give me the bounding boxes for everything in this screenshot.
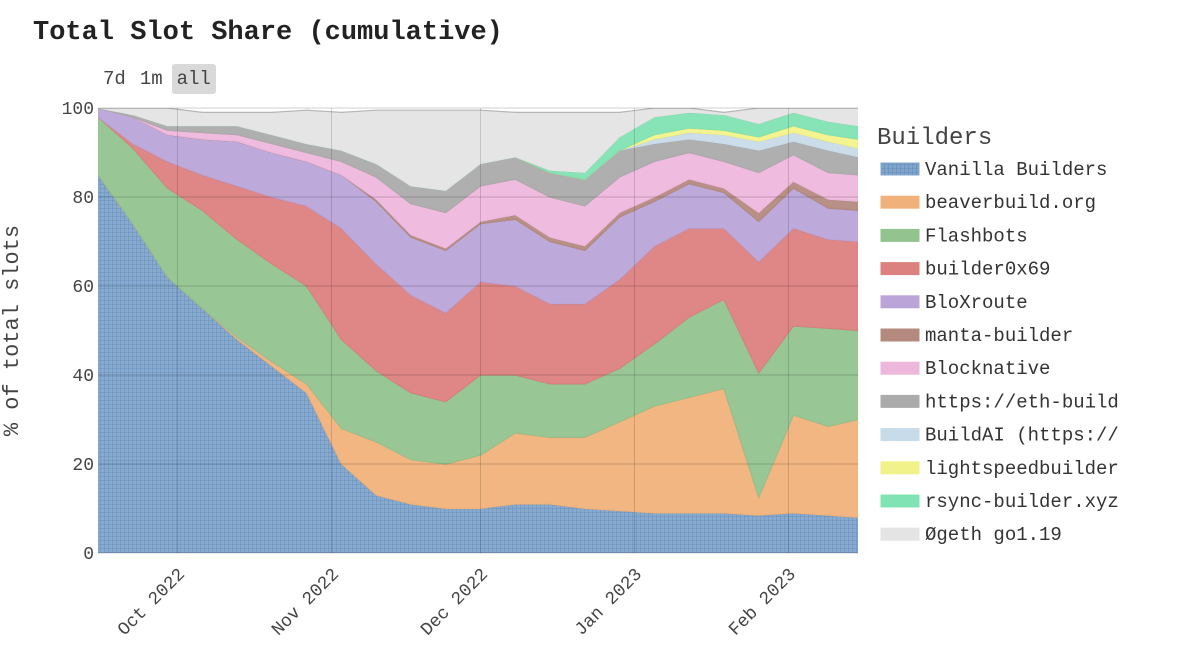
legend-swatch-rsync-builder-xyz [880, 494, 920, 508]
x-tick-label-nov-2022: Nov 2022 [268, 565, 343, 640]
legend-item-rsync-builder-xyz: rsync-builder.xyz [880, 491, 1119, 513]
legend-item-bloxroute: BloXroute [880, 292, 1028, 314]
legend-swatch-lightspeedbuilder [880, 461, 920, 475]
y-tick-label-0: 0 [83, 545, 94, 565]
range-button-7d[interactable]: 7d [103, 68, 126, 90]
legend-item-blocknative: Blocknative [880, 358, 1050, 380]
legend-label-blocknative: Blocknative [925, 358, 1050, 380]
legend-label-builder0x69: builder0x69 [925, 259, 1050, 281]
legend-swatch-builder0x69 [880, 262, 920, 276]
legend-label-geth-go1-19: Øgeth go1.19 [925, 524, 1062, 546]
y-tick-label-100: 100 [62, 100, 94, 120]
legend-item-buildai-https: BuildAI (https:// [880, 425, 1119, 447]
x-tick-label-oct-2022: Oct 2022 [114, 565, 189, 640]
legend-label-lightspeedbuilder: lightspeedbuilder [925, 458, 1119, 480]
chart-title: Total Slot Share (cumulative) [33, 18, 503, 48]
y-tick-label-80: 80 [72, 189, 94, 209]
legend-label-flashbots: Flashbots [925, 225, 1028, 247]
legend-label-vanilla-builders: Vanilla Builders [925, 159, 1107, 181]
legend-item-https-eth-build: https://eth-build [880, 391, 1119, 413]
x-tick-label-feb-2023: Feb 2023 [725, 565, 800, 640]
y-tick-label-60: 60 [72, 278, 94, 298]
y-tick-label-40: 40 [72, 367, 94, 387]
legend-label-beaverbuild-org: beaverbuild.org [925, 192, 1096, 214]
gridlines [98, 107, 858, 554]
legend-label-https-eth-build: https://eth-build [925, 391, 1119, 413]
x-tick-label-jan-2023: Jan 2023 [571, 565, 646, 640]
y-tick-label-20: 20 [72, 456, 94, 476]
legend-swatch-blocknative [880, 361, 920, 375]
legend-swatch-beaverbuild-org [880, 195, 920, 209]
legend-swatch-flashbots [880, 228, 920, 242]
legend-item-builder0x69: builder0x69 [880, 259, 1050, 281]
legend-title: Builders [877, 125, 992, 152]
legend-swatch-manta-builder [880, 328, 920, 342]
legend-swatch-bloxroute [880, 295, 920, 309]
y-axis-title: % of total slots [0, 225, 25, 436]
edge-geth-go1-19 [98, 108, 858, 114]
legend-label-bloxroute: BloXroute [925, 292, 1028, 314]
legend-item-vanilla-builders: Vanilla Builders [880, 159, 1107, 181]
legend-label-manta-builder: manta-builder [925, 325, 1073, 347]
x-tick-label-dec-2022: Dec 2022 [417, 565, 492, 640]
legend-item-lightspeedbuilder: lightspeedbuilder [880, 458, 1119, 480]
legend-label-buildai-https: BuildAI (https:// [925, 425, 1119, 447]
legend-item-flashbots: Flashbots [880, 225, 1028, 247]
legend-item-manta-builder: manta-builder [880, 325, 1073, 347]
area-layer [98, 108, 858, 553]
legend-item-geth-go1-19: Øgeth go1.19 [880, 524, 1062, 546]
range-selector: 7d 1m all [98, 64, 216, 94]
range-button-all[interactable]: all [171, 64, 216, 94]
legend-swatch-vanilla-builders [880, 162, 920, 176]
legend-label-rsync-builder-xyz: rsync-builder.xyz [925, 491, 1119, 513]
legend-swatch-geth-go1-19 [880, 527, 920, 541]
range-button-1m[interactable]: 1m [139, 68, 163, 90]
legend-swatch-https-eth-build [880, 394, 920, 408]
legend-item-beaverbuild-org: beaverbuild.org [880, 192, 1096, 214]
legend-swatch-buildai-https [880, 428, 920, 442]
